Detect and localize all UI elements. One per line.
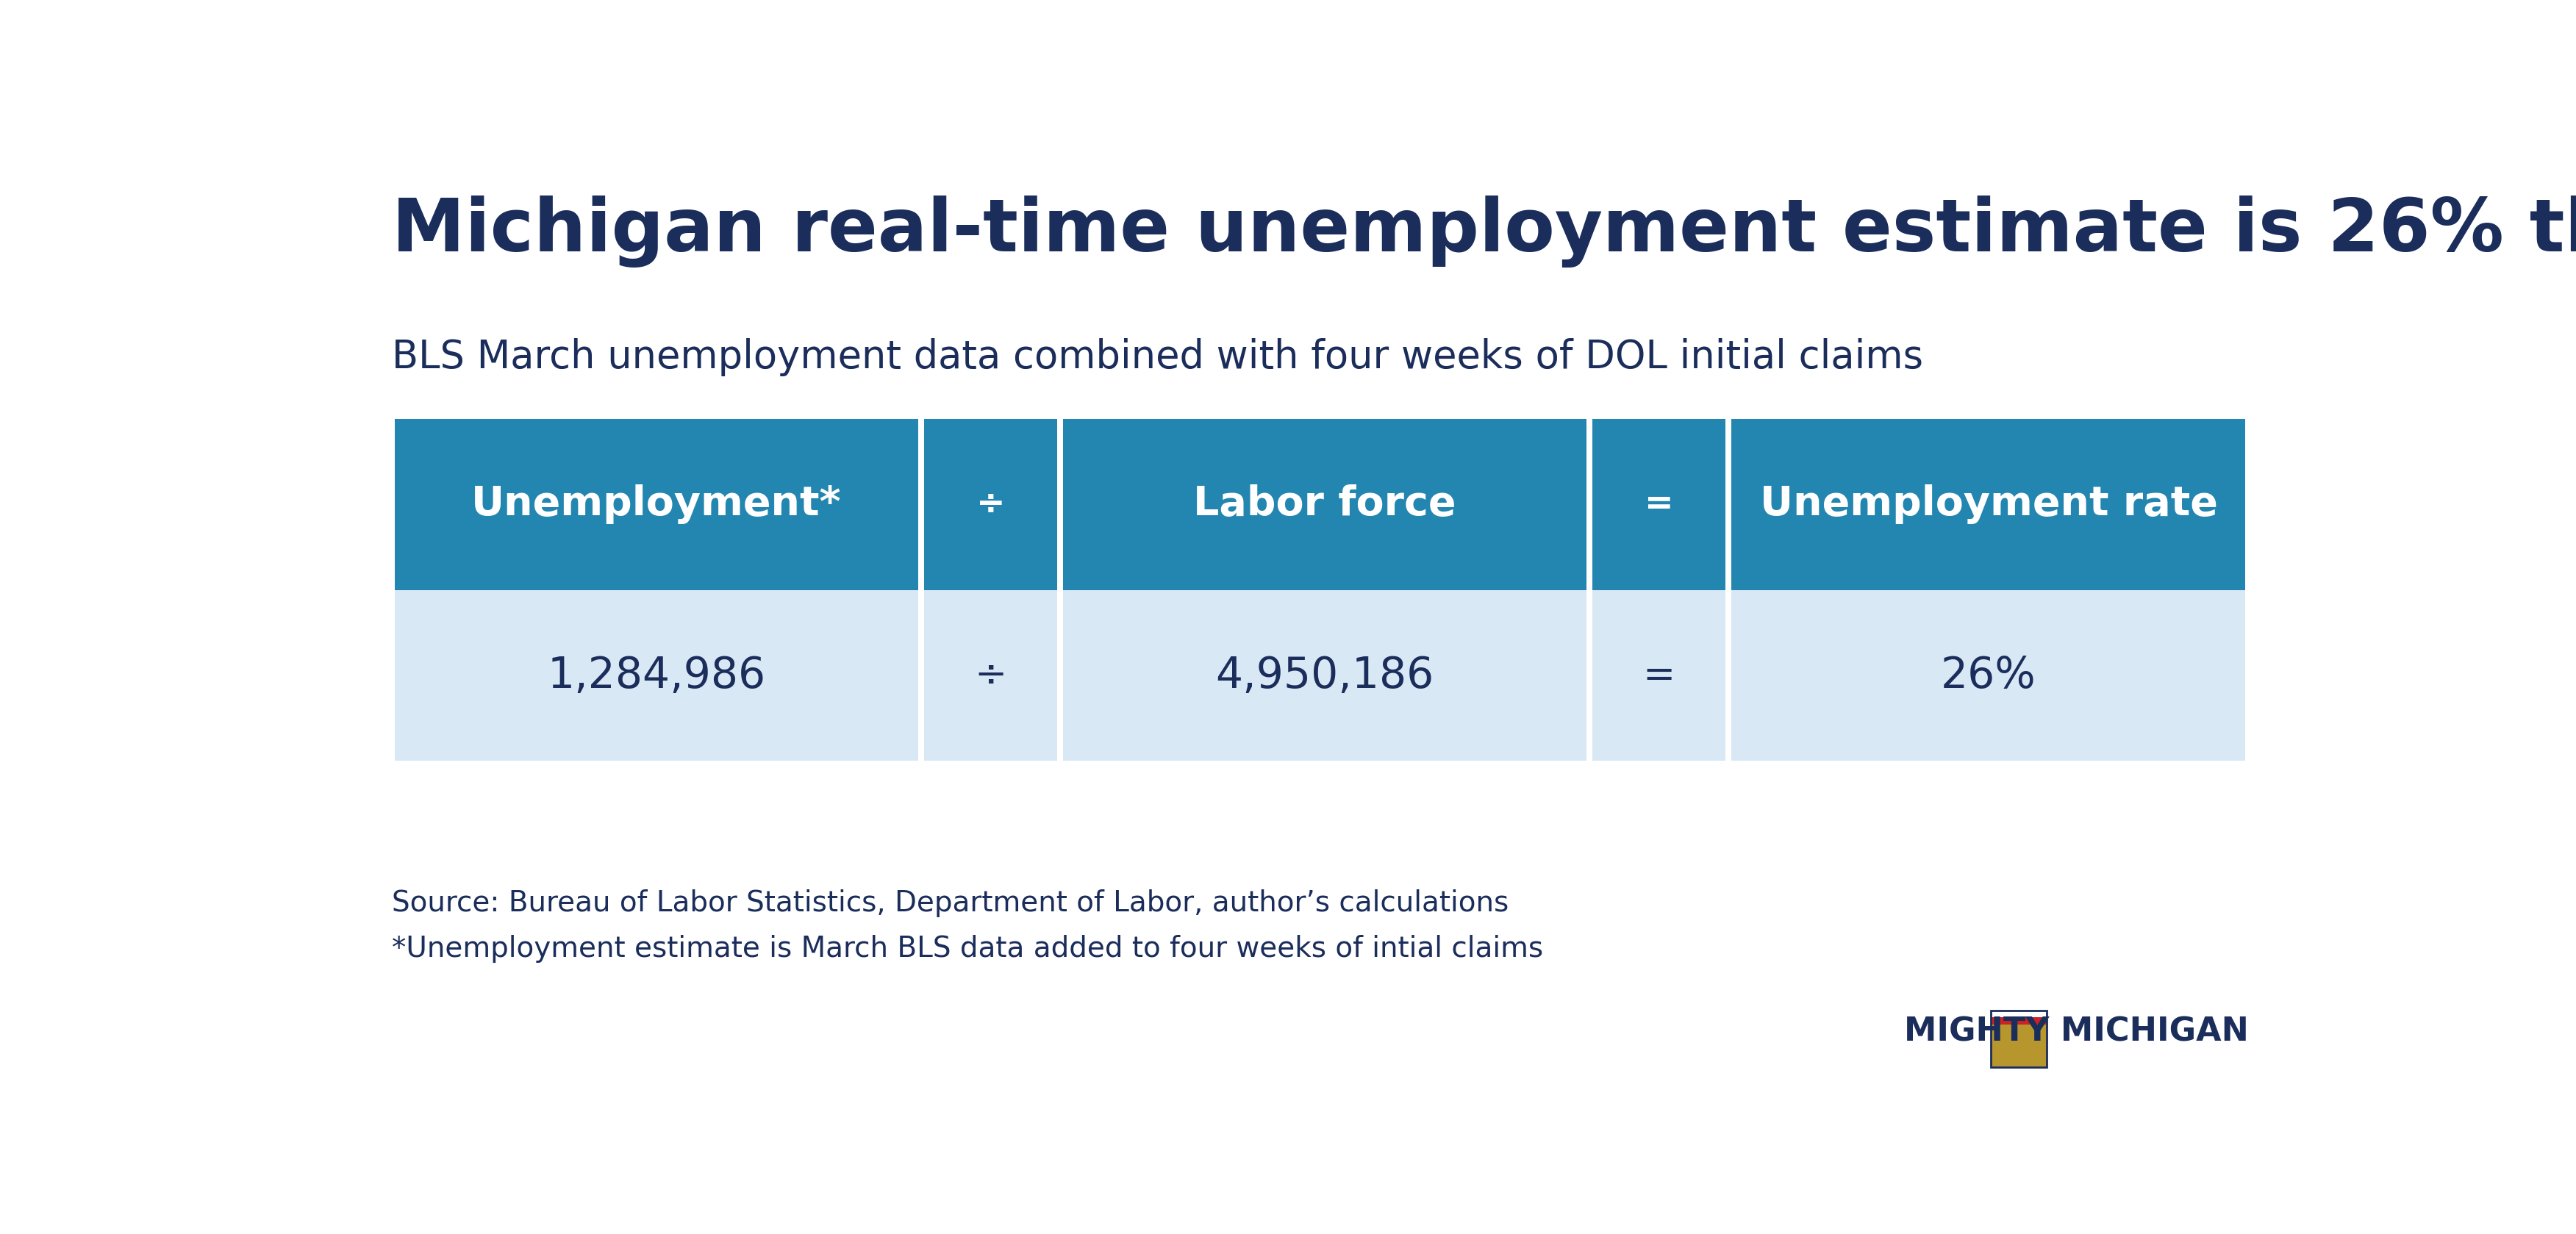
FancyBboxPatch shape: [925, 418, 1056, 590]
Text: ÷: ÷: [974, 656, 1007, 695]
FancyBboxPatch shape: [1731, 590, 2246, 761]
Text: =: =: [1643, 487, 1674, 521]
Text: Unemployment rate: Unemployment rate: [1759, 485, 2218, 524]
FancyBboxPatch shape: [1991, 1024, 2048, 1067]
Text: Labor force: Labor force: [1193, 485, 1455, 524]
FancyBboxPatch shape: [925, 590, 1056, 761]
Text: 1,284,986: 1,284,986: [546, 654, 765, 696]
FancyBboxPatch shape: [1991, 1018, 2048, 1039]
Text: 4,950,186: 4,950,186: [1216, 654, 1435, 696]
FancyBboxPatch shape: [394, 590, 917, 761]
Text: Unemployment*: Unemployment*: [471, 485, 842, 524]
FancyBboxPatch shape: [1592, 418, 1726, 590]
Text: 26%: 26%: [1940, 654, 2035, 696]
Text: Michigan real-time unemployment estimate is 26% through April 11: Michigan real-time unemployment estimate…: [392, 195, 2576, 268]
FancyBboxPatch shape: [1731, 418, 2246, 590]
Text: MIGHTY MICHIGAN: MIGHTY MICHIGAN: [1904, 1016, 2249, 1048]
Text: Source: Bureau of Labor Statistics, Department of Labor, author’s calculations
*: Source: Bureau of Labor Statistics, Depa…: [392, 890, 1543, 963]
FancyBboxPatch shape: [1064, 590, 1587, 761]
FancyBboxPatch shape: [1592, 590, 1726, 761]
FancyBboxPatch shape: [1064, 418, 1587, 590]
Text: ÷: ÷: [976, 487, 1005, 521]
FancyBboxPatch shape: [394, 418, 917, 590]
Text: =: =: [1643, 656, 1674, 695]
Text: BLS March unemployment data combined with four weeks of DOL initial claims: BLS March unemployment data combined wit…: [392, 338, 1924, 376]
